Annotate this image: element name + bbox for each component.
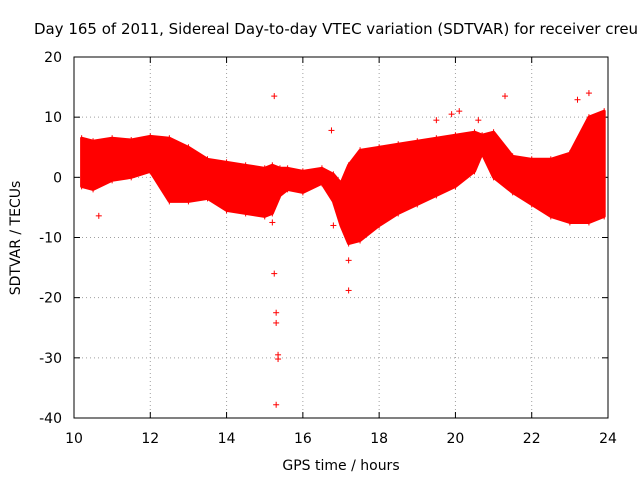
x-tick-label: 22 bbox=[523, 431, 541, 447]
outlier-markers bbox=[95, 90, 592, 408]
outlier-point bbox=[448, 111, 455, 118]
y-tick-label: -40 bbox=[39, 411, 62, 427]
x-tick-label: 20 bbox=[447, 431, 465, 447]
outlier-point bbox=[433, 117, 440, 124]
outlier-point bbox=[269, 219, 276, 226]
plot-frame bbox=[73, 56, 609, 419]
outlier-point bbox=[275, 356, 282, 363]
chart-title: Day 165 of 2011, Sidereal Day-to-day VTE… bbox=[34, 20, 638, 38]
data-band bbox=[80, 108, 606, 247]
y-tick-label: 0 bbox=[53, 170, 62, 186]
x-tick-label: 18 bbox=[370, 431, 388, 447]
outlier-point bbox=[502, 93, 509, 100]
y-tick-label: -20 bbox=[39, 291, 62, 307]
outlier-point bbox=[271, 270, 278, 277]
x-tick-label: 14 bbox=[218, 431, 236, 447]
outlier-point bbox=[273, 309, 280, 316]
outlier-point bbox=[475, 117, 482, 124]
y-tick-label: 10 bbox=[44, 110, 62, 126]
y-tick-label: -30 bbox=[39, 351, 62, 367]
outlier-point bbox=[585, 90, 592, 97]
outlier-point bbox=[271, 93, 278, 100]
y-axis-label: SDTVAR / TECUs bbox=[8, 181, 24, 296]
outlier-point bbox=[330, 222, 337, 229]
sdtvar-band bbox=[80, 109, 606, 245]
outlier-point bbox=[273, 319, 280, 326]
x-tick-label: 12 bbox=[141, 431, 159, 447]
outlier-point bbox=[95, 212, 102, 219]
outlier-point bbox=[574, 96, 581, 103]
x-tick-label: 16 bbox=[294, 431, 312, 447]
y-tick-label: -10 bbox=[39, 231, 62, 247]
outlier-point bbox=[456, 108, 463, 115]
grid-lines bbox=[74, 57, 608, 418]
tick-labels: 10 12 14 16 18 20 22 24 -40 -30 -20 -10 0 10 20 bbox=[39, 50, 617, 447]
outlier-point bbox=[328, 127, 335, 134]
x-tick-label: 24 bbox=[599, 431, 617, 447]
x-tick-label: 10 bbox=[65, 431, 83, 447]
outlier-point bbox=[345, 287, 352, 294]
outlier-point bbox=[273, 401, 280, 408]
x-axis-label: GPS time / hours bbox=[282, 458, 399, 474]
outlier-point bbox=[345, 257, 352, 264]
y-tick-label: 20 bbox=[44, 50, 62, 66]
